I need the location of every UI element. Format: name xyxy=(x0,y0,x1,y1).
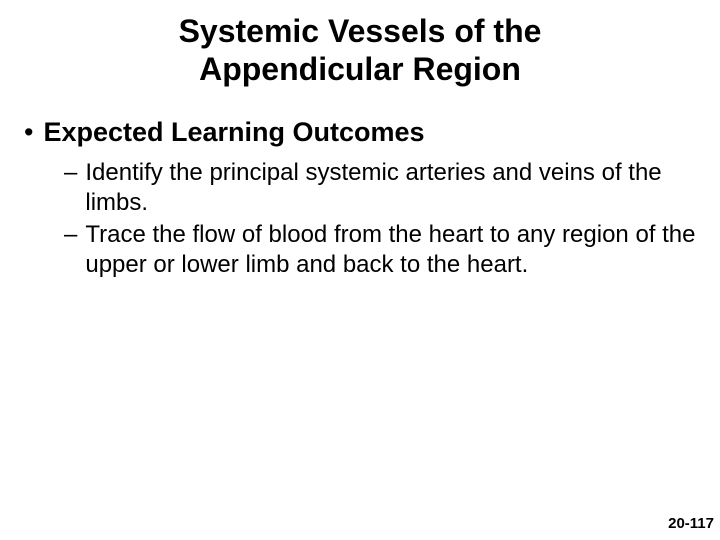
page-number: 20-117 xyxy=(668,515,714,532)
list-item: – Trace the flow of blood from the heart… xyxy=(64,220,700,280)
bullet-icon: • xyxy=(24,117,33,148)
section-heading: Expected Learning Outcomes xyxy=(43,117,424,148)
dash-icon: – xyxy=(64,220,77,250)
outcome-text: Identify the principal systemic arteries… xyxy=(85,158,700,218)
section-heading-wrap: • Expected Learning Outcomes xyxy=(0,117,720,148)
slide-title-line1: Systemic Vessels of the xyxy=(0,12,720,50)
outcome-list: – Identify the principal systemic arteri… xyxy=(0,158,720,280)
slide-title-line2: Appendicular Region xyxy=(0,50,720,88)
outcome-text: Trace the flow of blood from the heart t… xyxy=(85,220,700,280)
list-item: – Identify the principal systemic arteri… xyxy=(64,158,700,218)
slide-title: Systemic Vessels of the Appendicular Reg… xyxy=(0,0,720,89)
dash-icon: – xyxy=(64,158,77,188)
